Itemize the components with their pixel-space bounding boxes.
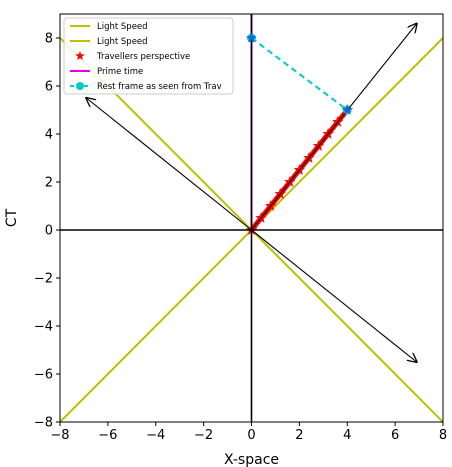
y-tick-label: −2 — [34, 272, 53, 287]
x-tick-label: −4 — [146, 428, 165, 443]
y-tick-label: 6 — [45, 80, 53, 95]
legend-swatch-2 — [75, 51, 85, 61]
plot-area — [60, 14, 443, 422]
x-tick-label: 2 — [295, 428, 303, 443]
y-tick-label: 0 — [45, 224, 53, 239]
y-tick-label: −4 — [34, 320, 53, 335]
y-axis-title: CT — [4, 208, 20, 227]
blue-point-1 — [342, 104, 353, 115]
legend-label-3: Prime time — [97, 67, 143, 77]
x-tick-label: −2 — [194, 428, 213, 443]
star-point-9 — [331, 116, 344, 127]
arrow-2 — [251, 229, 417, 362]
x-tick-label: 4 — [343, 428, 351, 443]
legend-label-2: Travellers perspective — [96, 52, 190, 62]
legend-label-1: Light Speed — [97, 37, 148, 47]
legend-box — [63, 17, 234, 95]
x-tick-label: −6 — [98, 428, 117, 443]
y-tick-label: 4 — [45, 128, 53, 143]
blue-point-0 — [246, 32, 257, 43]
x-tick-label: −8 — [50, 428, 69, 443]
legend-label-0: Light Speed — [97, 22, 148, 32]
legend-swatch-4 — [76, 82, 84, 90]
x-axis-title: X-space — [224, 452, 279, 467]
legend: Light Speed Light Speed Travellers perspec… — [63, 17, 234, 95]
y-tick-label: 8 — [45, 32, 53, 47]
legend-label-4: Rest frame as seen from Trav — [97, 82, 222, 92]
y-tick-label: 2 — [45, 176, 53, 191]
x-tick-label: 8 — [439, 428, 447, 443]
y-tick-label: −6 — [34, 368, 53, 383]
axes: −8 −6 −4 −2 0 2 4 6 8 −8 −6 −4 −2 0 2 4 6 8 — [34, 13, 447, 443]
rest-frame-line — [250, 37, 348, 111]
y-tick-label: −8 — [34, 416, 53, 431]
arrow-0 — [251, 24, 417, 231]
x-tick-label: 6 — [391, 428, 399, 443]
x-tick-label: 0 — [247, 428, 255, 443]
arrow-1 — [86, 98, 252, 231]
